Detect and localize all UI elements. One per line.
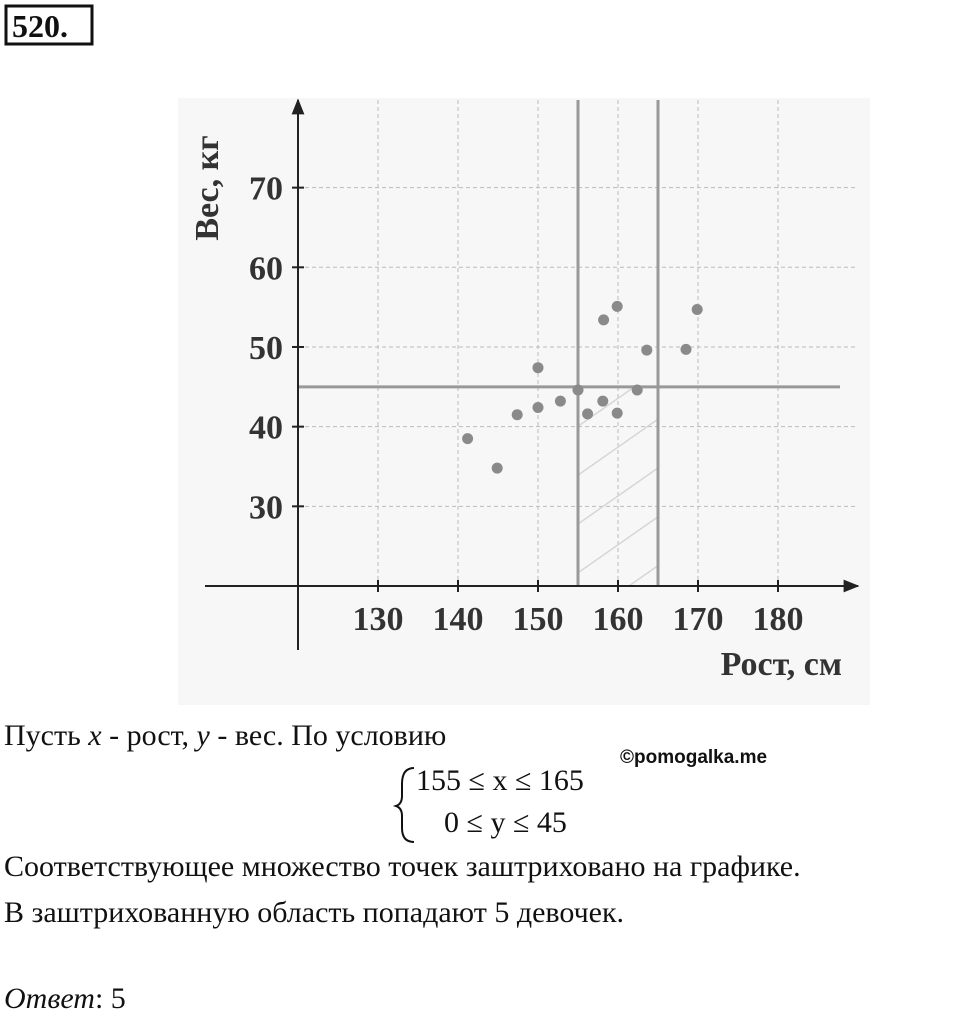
- var: x: [87, 719, 102, 752]
- condition: 0 ≤ y ≤ 45: [444, 806, 567, 839]
- intro: Пусть x - рост, y - вес. По условию: [4, 719, 446, 752]
- shaded-region: [578, 386, 658, 586]
- point: [641, 344, 653, 356]
- x-tick-label: 140: [433, 601, 484, 638]
- point: [691, 304, 703, 316]
- point: [532, 402, 544, 414]
- point: [582, 408, 594, 420]
- problem-number: 520.: [12, 8, 68, 44]
- text-line: Соответствующее множество точек заштрихо…: [4, 850, 801, 883]
- answer-value: : 5: [95, 982, 126, 1014]
- x-tick-label: 180: [753, 601, 804, 638]
- chart-background: [178, 98, 870, 705]
- y-axis-label: Вес, кг: [189, 135, 226, 240]
- number-box: [4, 4, 94, 46]
- point: [611, 300, 623, 312]
- point: [532, 362, 544, 374]
- text: - вес. По условию: [210, 719, 446, 752]
- answer: Ответ: 5: [4, 982, 126, 1014]
- text: - рост,: [102, 719, 197, 752]
- y-tick-label: 50: [249, 330, 283, 367]
- point: [598, 314, 610, 326]
- condition: 155 ≤ x ≤ 165: [416, 764, 584, 797]
- point: [631, 384, 643, 396]
- answer-label: Ответ: [4, 982, 95, 1014]
- x-tick-label: 160: [593, 601, 644, 638]
- y-tick-label: 60: [249, 250, 283, 287]
- watermark: ©pomogalka.me: [620, 747, 767, 768]
- chart: 130 140 150 160 170 180 30 40 50 60 70 Рост, см Вес,…: [189, 98, 860, 683]
- point: [611, 407, 623, 419]
- x-tick-label: 130: [353, 601, 404, 638]
- point: [554, 395, 566, 407]
- point: [680, 343, 692, 355]
- y-tick-label: 40: [249, 410, 283, 447]
- x-tick-label: 170: [673, 601, 724, 638]
- text-line: В заштрихованную область попадают 5 дево…: [4, 896, 624, 929]
- x-axis-label: Рост, см: [721, 646, 842, 683]
- brace: [392, 767, 415, 843]
- x-tick-label: 150: [513, 601, 564, 638]
- point: [597, 395, 609, 407]
- var: y: [194, 719, 211, 752]
- text: Пусть: [4, 719, 88, 752]
- y-tick-label: 70: [249, 171, 283, 208]
- y-tick-label: 30: [249, 489, 283, 526]
- point: [462, 433, 474, 445]
- point: [572, 384, 584, 396]
- point: [491, 462, 503, 474]
- point: [511, 409, 523, 421]
